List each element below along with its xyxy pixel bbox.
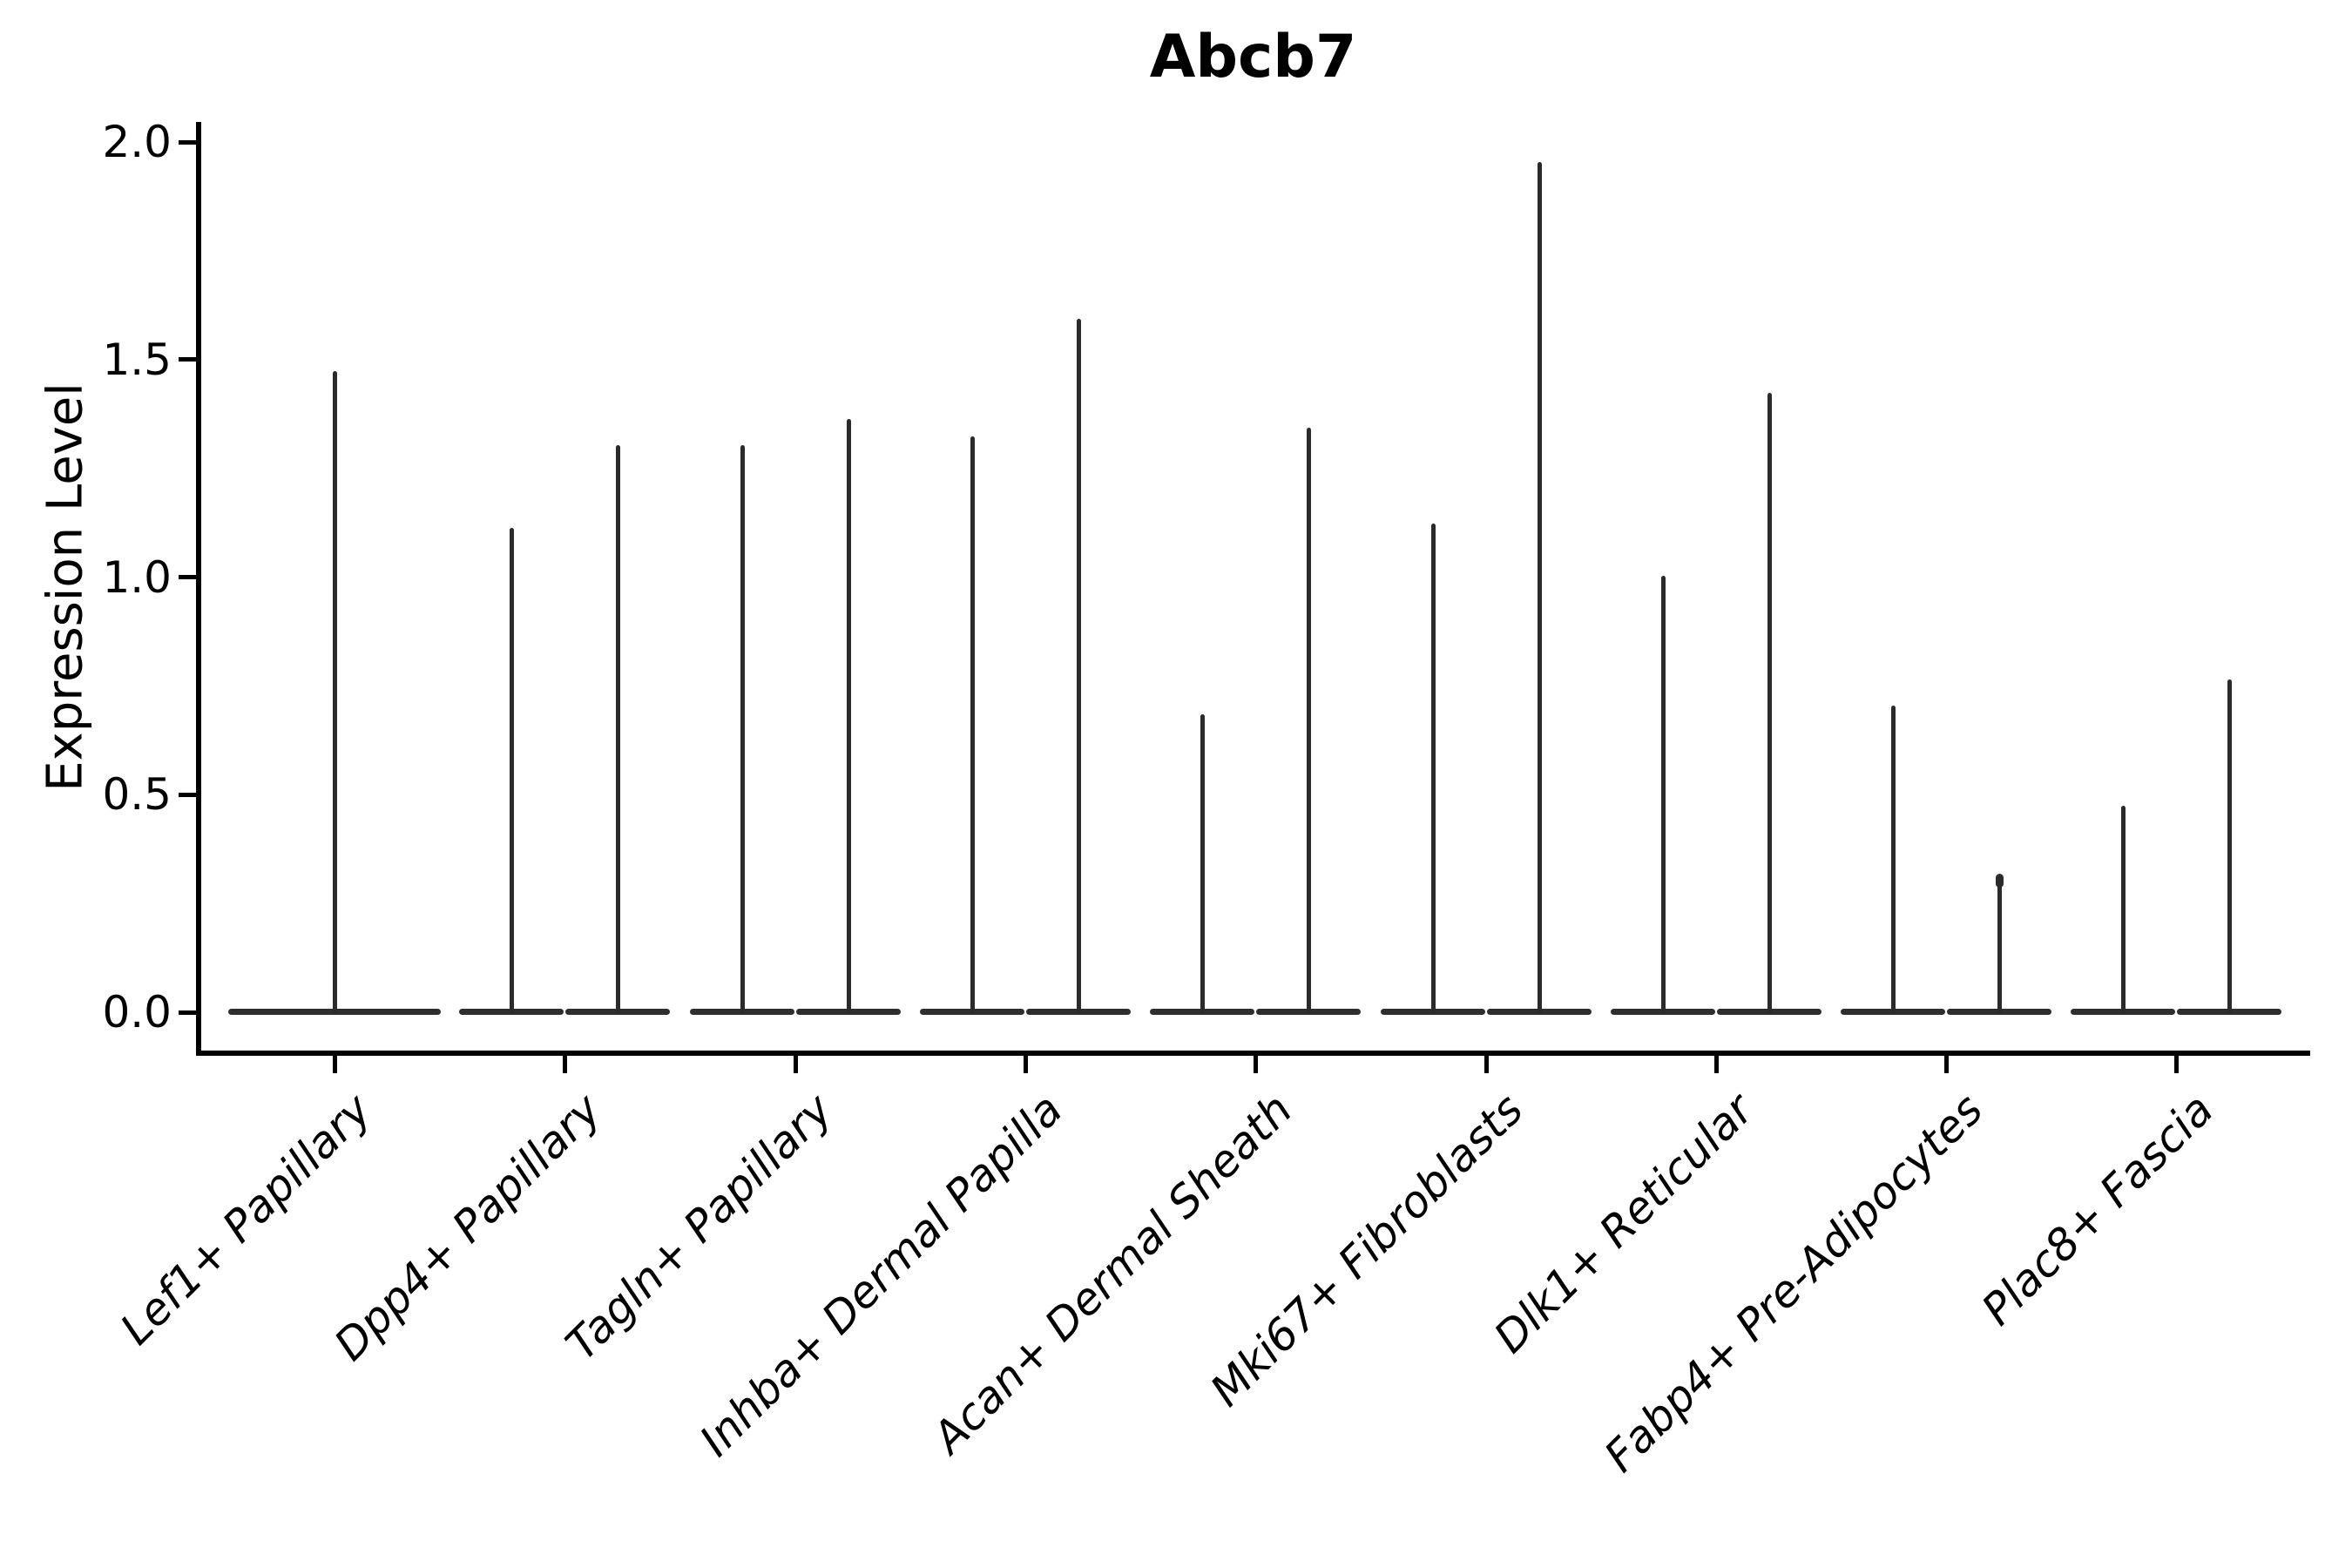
x-tick [1943, 1056, 1949, 1073]
violin-spike [740, 444, 745, 1014]
x-tick [562, 1056, 567, 1073]
y-tick [179, 575, 196, 579]
violin-spike [1890, 706, 1896, 1014]
x-tick-label: Fabp4+ Pre-Adipocytes [1595, 1084, 1993, 1483]
x-tick [2173, 1056, 2179, 1073]
x-tick [1253, 1056, 1258, 1073]
chart-title: Abcb7 [1149, 23, 1357, 91]
violin-spike [1537, 161, 1542, 1014]
y-tick [179, 1010, 196, 1015]
violin-spike [509, 527, 514, 1014]
x-tick [1713, 1056, 1719, 1073]
violin-spike [2227, 679, 2232, 1014]
y-tick-label: 0.0 [102, 987, 172, 1037]
violin-tip-blob [1995, 874, 2004, 889]
violin-spike [615, 444, 620, 1014]
violin-spike [1997, 875, 2002, 1014]
x-tick [332, 1056, 337, 1073]
y-tick-label: 1.0 [102, 551, 172, 603]
violin-spike [1660, 575, 1666, 1014]
violin-spike [846, 418, 851, 1014]
x-tick-label: Plac8+ Fascia [1971, 1084, 2223, 1335]
x-tick [1484, 1056, 1489, 1073]
y-tick [179, 357, 196, 362]
y-axis-spine [196, 122, 201, 1056]
violin-spike [2120, 806, 2126, 1014]
violin-spike [1430, 523, 1436, 1014]
violin-spike [1306, 427, 1311, 1014]
violin-spike [332, 370, 337, 1014]
x-tick-label: Lef1+ Papillary [111, 1084, 382, 1355]
x-tick [1023, 1056, 1028, 1073]
violin-spike [1767, 392, 1772, 1014]
x-axis-spine [196, 1051, 2310, 1056]
y-tick-label: 2.0 [102, 117, 172, 167]
y-tick-label: 1.5 [102, 334, 172, 385]
y-tick [179, 792, 196, 797]
y-tick [179, 139, 196, 145]
violin-spike [1076, 318, 1081, 1014]
x-tick [793, 1056, 798, 1073]
violin-spike [1200, 714, 1205, 1014]
y-tick-label: 0.5 [102, 769, 172, 821]
violin-spike [970, 436, 975, 1014]
